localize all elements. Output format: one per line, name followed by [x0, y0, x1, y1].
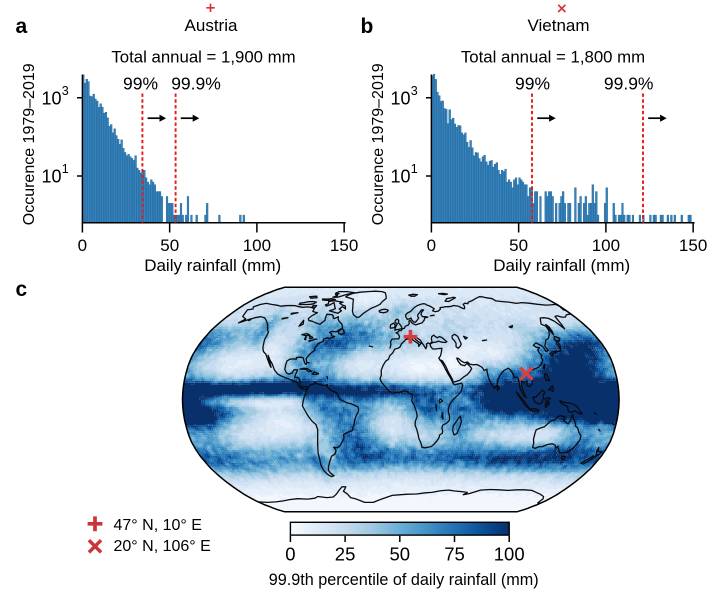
svg-text:50: 50: [160, 236, 179, 255]
svg-text:150: 150: [330, 236, 358, 255]
svg-text:Total annual = 1,900 mm: Total annual = 1,900 mm: [111, 47, 295, 66]
svg-text:0: 0: [78, 236, 87, 255]
svg-text:99%: 99%: [515, 74, 550, 94]
svg-text:Occurence 1979–2019: Occurence 1979–2019: [21, 63, 38, 225]
svg-text:25: 25: [335, 544, 356, 565]
svg-text:b: b: [361, 15, 374, 38]
svg-text:75: 75: [444, 544, 465, 565]
svg-text:99.9%: 99.9%: [604, 74, 654, 94]
svg-text:99.9%: 99.9%: [171, 74, 221, 94]
svg-text:c: c: [16, 278, 28, 301]
svg-text:Total annual = 1,800 mm: Total annual = 1,800 mm: [461, 47, 645, 66]
svg-text:3: 3: [62, 84, 69, 98]
svg-text:47° N, 10° E: 47° N, 10° E: [114, 517, 202, 534]
svg-text:100: 100: [592, 236, 620, 255]
svg-text:150: 150: [679, 236, 707, 255]
svg-text:10: 10: [41, 88, 61, 108]
svg-text:Vietnam: Vietnam: [527, 16, 589, 35]
svg-text:99.9th percentile of daily rai: 99.9th percentile of daily rainfall (mm): [269, 571, 539, 589]
svg-text:Occurence 1979–2019: Occurence 1979–2019: [370, 63, 387, 225]
svg-text:Daily rainfall (mm): Daily rainfall (mm): [493, 256, 630, 275]
svg-text:50: 50: [509, 236, 528, 255]
svg-text:1: 1: [411, 162, 418, 176]
svg-text:10: 10: [390, 167, 410, 187]
svg-text:50: 50: [390, 544, 411, 565]
svg-text:20° N, 106° E: 20° N, 106° E: [114, 538, 211, 555]
svg-text:99%: 99%: [123, 74, 158, 94]
svg-text:1: 1: [62, 162, 69, 176]
svg-text:Daily rainfall (mm): Daily rainfall (mm): [144, 256, 281, 275]
svg-text:10: 10: [41, 167, 61, 187]
svg-text:Austria: Austria: [185, 16, 238, 35]
svg-text:3: 3: [411, 84, 418, 98]
svg-text:100: 100: [243, 236, 271, 255]
svg-text:10: 10: [390, 88, 410, 108]
svg-text:0: 0: [285, 544, 295, 565]
svg-text:a: a: [16, 15, 28, 38]
svg-text:100: 100: [494, 544, 525, 565]
svg-text:0: 0: [427, 236, 436, 255]
